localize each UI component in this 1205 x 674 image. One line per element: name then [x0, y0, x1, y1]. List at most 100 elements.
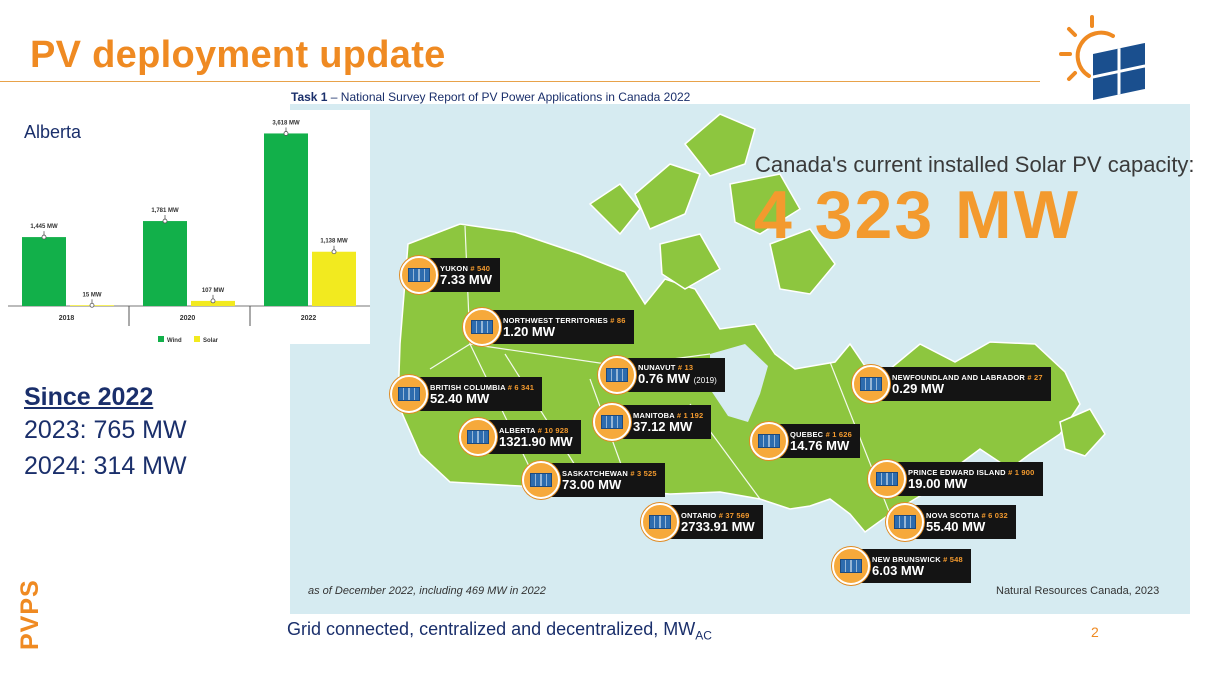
data-label: 1,781 MW [151, 208, 179, 214]
province-value: 73.00 MW [562, 476, 622, 492]
since-heading: Since 2022 [24, 383, 154, 411]
province-name: MANITOBA [633, 410, 675, 420]
province-count: # 1 626 [825, 429, 853, 439]
data-point-marker [210, 298, 216, 304]
alberta-bar-chart: 2018 1,445 MW 15 MW 2020 1,781 MW 107 MW 2022 3… [8, 120, 370, 344]
province-label-newfoundland-labrador: NEWFOUNDLAND AND LABRADOR # 27 0.29 MW [852, 365, 1051, 403]
since-line-2024: 2024: 314 MW [24, 452, 187, 480]
province-count: # 27 [1027, 372, 1043, 382]
province-count: # 37 569 [718, 510, 750, 520]
data-point-marker [162, 218, 168, 224]
solar-panel-icon [593, 403, 631, 441]
province-label-prince-edward-island: PRINCE EDWARD ISLAND # 1 900 19.00 MW [868, 460, 1043, 498]
legend-swatch-wind [158, 336, 164, 342]
province-name: ALBERTA [499, 425, 536, 435]
footer-main: Grid connected, centralized and decentra… [287, 619, 696, 639]
province-value: 1321.90 MW [499, 433, 573, 449]
bar-wind [143, 221, 187, 306]
province-name: NORTHWEST TERRITORIES [503, 315, 608, 325]
province-label-northwest-territories: NORTHWEST TERRITORIES # 86 1.20 MW [463, 308, 634, 346]
data-point-marker [89, 302, 95, 308]
province-value: 52.40 MW [430, 390, 490, 406]
bar-wind [22, 237, 66, 306]
legend-label-wind: Wind [167, 338, 182, 344]
subtitle-task: Task 1 [291, 90, 328, 104]
data-point-marker [331, 249, 337, 255]
arctic-islands [588, 113, 836, 295]
footer-subscript: AC [695, 628, 712, 643]
province-value: 0.29 MW [892, 380, 945, 396]
province-label-saskatchewan: SASKATCHEWAN # 3 525 73.00 MW [522, 461, 665, 499]
province-value: 0.76 MW [638, 370, 691, 386]
data-label: 3,618 MW [272, 120, 300, 126]
legend-label-solar: Solar [203, 338, 219, 344]
alberta-chart-panel: 2018 1,445 MW 15 MW 2020 1,781 MW 107 MW 2022 3… [8, 110, 370, 344]
province-count: # 540 [470, 263, 491, 273]
solar-panel-icon [750, 422, 788, 460]
province-count: # 6 341 [507, 382, 535, 392]
newfoundland-island [1059, 408, 1106, 457]
footer-description: Grid connected, centralized and decentra… [287, 619, 712, 643]
province-value: 55.40 MW [926, 518, 986, 534]
province-value: 19.00 MW [908, 475, 968, 491]
province-label-ontario: ONTARIO # 37 569 2733.91 MW [641, 503, 763, 541]
solar-panel-icon [641, 503, 679, 541]
province-value: 37.12 MW [633, 418, 693, 434]
province-name: SASKATCHEWAN [562, 468, 629, 478]
map-footnote-date: as of December 2022, including 469 MW in… [308, 585, 546, 597]
since-line-2023: 2023: 765 MW [24, 416, 187, 444]
province-count: # 548 [943, 554, 963, 564]
province-count: # 10 928 [537, 425, 569, 435]
solar-panel-icon [852, 365, 890, 403]
province-count: # 6 032 [981, 510, 1008, 520]
x-tick-label: 2018 [59, 315, 75, 322]
province-name: ONTARIO [681, 510, 717, 520]
data-label: 1,445 MW [30, 224, 58, 230]
solar-panel-icon [868, 460, 906, 498]
province-label-nova-scotia: NOVA SCOTIA # 6 032 55.40 MW [886, 503, 1016, 541]
solar-panel-icon [522, 461, 560, 499]
province-name: PRINCE EDWARD ISLAND [908, 467, 1006, 477]
solar-panel-icon [390, 375, 428, 413]
bar-solar [191, 300, 235, 306]
province-name: BRITISH COLUMBIA [430, 382, 506, 392]
map-headline: Canada's current installed Solar PV capa… [755, 152, 1195, 177]
province-count: # 1 900 [1008, 467, 1035, 477]
data-point-marker [283, 131, 289, 136]
data-point-marker [41, 234, 47, 240]
since-2022-block: Since 2022 2023: 765 MW 2024: 314 MW [24, 382, 187, 484]
province-name: NOVA SCOTIA [926, 510, 980, 520]
province-count: # 3 525 [630, 468, 657, 478]
province-value: 14.76 MW [790, 437, 850, 453]
province-count: # 1 192 [676, 410, 704, 420]
province-value: 6.03 MW [872, 562, 925, 578]
province-label-british-columbia: BRITISH COLUMBIA # 6 341 52.40 MW [390, 375, 543, 413]
slide-title: PV deployment update [30, 34, 446, 76]
province-label-new-brunswick: NEW BRUNSWICK # 548 6.03 MW [832, 547, 971, 585]
page-number: 2 [1091, 624, 1099, 640]
province-name: NEW BRUNSWICK [872, 554, 941, 564]
x-tick-label: 2022 [301, 315, 317, 322]
province-name: YUKON [440, 263, 469, 273]
solar-panel-icon [832, 547, 870, 585]
province-label-quebec: QUEBEC # 1 626 14.76 MW [750, 422, 861, 460]
province-name: QUEBEC [790, 429, 824, 439]
province-label-alberta: ALBERTA # 10 928 1321.90 MW [459, 418, 581, 456]
legend-swatch-solar [194, 336, 200, 342]
province-value: 1.20 MW [503, 323, 556, 339]
province-name: NUNAVUT [638, 362, 676, 372]
solar-panel-icon [459, 418, 497, 456]
map-footnote-source: Natural Resources Canada, 2023 [996, 585, 1160, 597]
province-label-nunavut: NUNAVUT # 13 0.76 MW (2019) [598, 356, 725, 394]
province-value: 7.33 MW [440, 271, 493, 287]
province-value: 2733.91 MW [681, 518, 755, 534]
slide-subtitle: Task 1 – National Survey Report of PV Po… [291, 90, 690, 104]
solar-panel-icon [886, 503, 924, 541]
title-divider [0, 81, 1040, 82]
x-tick-label: 2020 [180, 315, 196, 322]
province-count: # 13 [677, 362, 694, 372]
canada-pv-map [290, 104, 1190, 614]
bar-wind [264, 133, 308, 306]
solar-panel-icon [463, 308, 501, 346]
map-total-capacity: 4 323 MW [754, 177, 1080, 253]
